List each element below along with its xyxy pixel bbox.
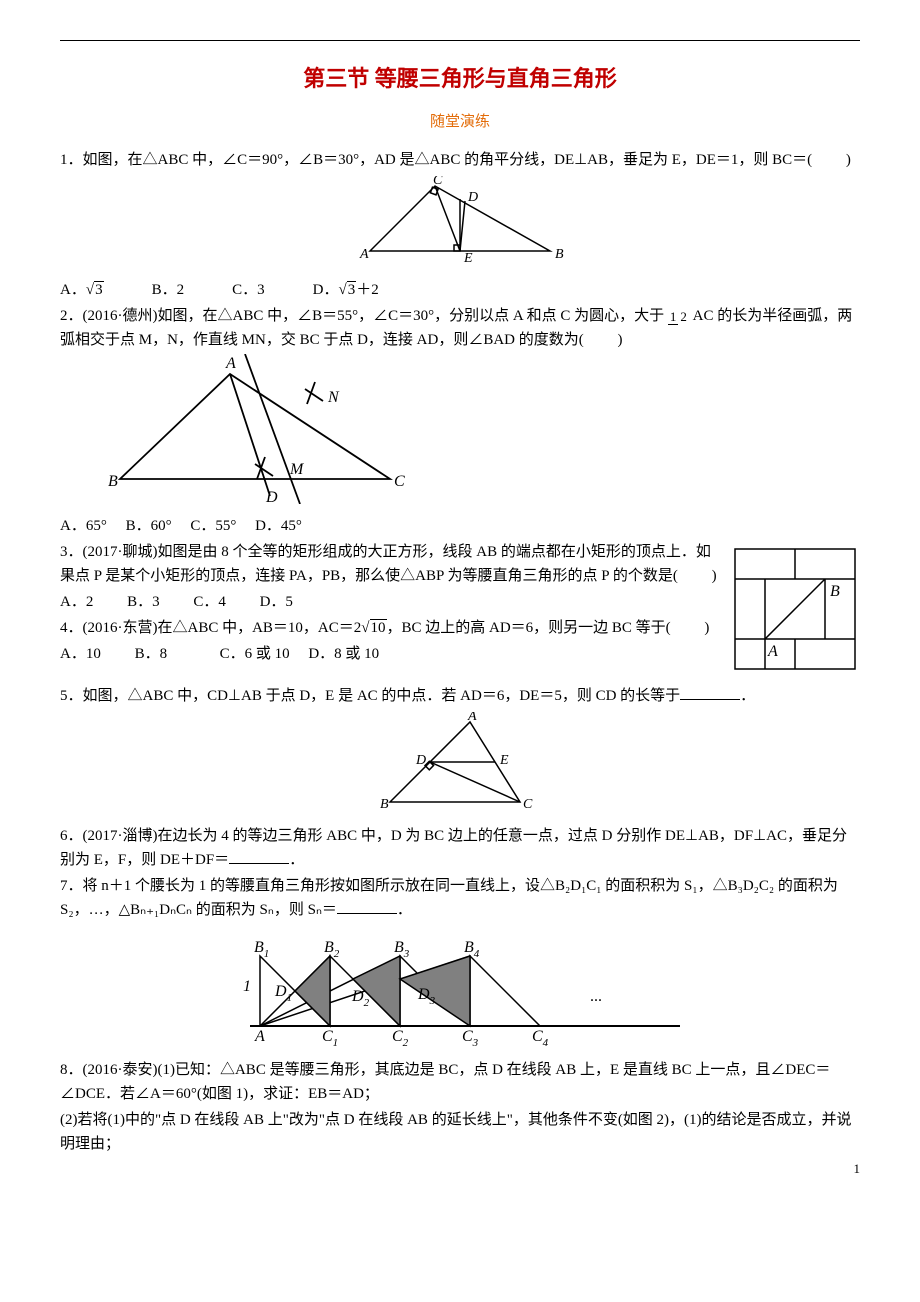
- svg-text:B: B: [555, 247, 564, 262]
- question-2: 2．(2016·德州)如图，在△ABC 中，∠B＝55°，∠C＝30°，分别以点…: [60, 304, 860, 352]
- svg-text:C: C: [523, 797, 533, 812]
- q7-svg: A 1 B1 B2 B3 B4 C1 C2 C3 C4 D1 D2 D3 ...: [220, 926, 700, 1046]
- q2-frac: 12: [668, 310, 689, 324]
- svg-text:C4: C4: [532, 1028, 549, 1046]
- q3-svg: A B: [730, 544, 860, 674]
- svg-text:B: B: [830, 583, 840, 600]
- question-8-part1: 8．(2016·泰安)(1)已知：△ABC 是等腰三角形，其底边是 BC，点 D…: [60, 1058, 860, 1106]
- q8-text1: 8．(2016·泰安)(1)已知：△ABC 是等腰三角形，其底边是 BC，点 D…: [60, 1062, 830, 1102]
- svg-text:D: D: [265, 489, 278, 504]
- svg-text:B: B: [380, 797, 389, 812]
- question-7: 7．将 n＋1 个腰长为 1 的等腰直角三角形按如图所示放在同一直线上，设△B₂…: [60, 874, 860, 922]
- svg-text:A: A: [359, 247, 369, 262]
- section-subtitle: 随堂演练: [60, 110, 860, 134]
- svg-text:N: N: [327, 389, 340, 406]
- page-number: 1: [854, 1159, 861, 1180]
- svg-text:A: A: [225, 355, 236, 372]
- q1-optC: C．3: [232, 278, 265, 302]
- q5-svg: A B C D E: [370, 712, 550, 812]
- header-rule: [60, 40, 860, 41]
- q4-text-b: ，BC 边上的高 AD＝6，则另一边 BC 等于( ): [387, 620, 710, 636]
- q5-figure: A B C D E: [60, 712, 860, 820]
- q7-text: 7．将 n＋1 个腰长为 1 的等腰直角三角形按如图所示放在同一直线上，设△B₂…: [60, 878, 838, 918]
- q1-text: 1．如图，在△ABC 中，∠C＝90°，∠B＝30°，AD 是△ABC 的角平分…: [60, 152, 851, 168]
- question-5: 5．如图，△ABC 中，CD⊥AB 于点 D，E 是 AC 的中点．若 AD＝6…: [60, 684, 860, 708]
- svg-text:A: A: [767, 643, 778, 660]
- q1-options: A．√3 B．2 C．3 D．√3＋2: [60, 278, 860, 302]
- q5-text: 5．如图，△ABC 中，CD⊥AB 于点 D，E 是 AC 的中点．若 AD＝6…: [60, 688, 680, 704]
- svg-text:A: A: [467, 712, 477, 724]
- q3-figure: A B: [730, 544, 860, 682]
- svg-text:C3: C3: [462, 1028, 479, 1046]
- q8-text2: (2)若将(1)中的"点 D 在线段 AB 上"改为"点 D 在线段 AB 的延…: [60, 1112, 852, 1152]
- q1-figure: A B C D E: [60, 176, 860, 274]
- svg-text:E: E: [499, 753, 509, 768]
- question-8-part2: (2)若将(1)中的"点 D 在线段 AB 上"改为"点 D 在线段 AB 的延…: [60, 1108, 860, 1156]
- svg-text:C2: C2: [392, 1028, 409, 1046]
- question-1: 1．如图，在△ABC 中，∠C＝90°，∠B＝30°，AD 是△ABC 的角平分…: [60, 148, 860, 172]
- q3-text: 3．(2017·聊城)如图是由 8 个全等的矩形组成的大正方形，线段 AB 的端…: [60, 544, 717, 584]
- question-6: 6．(2017·淄博)在边长为 4 的等边三角形 ABC 中，D 为 BC 边上…: [60, 824, 860, 872]
- q7-blank: [337, 899, 397, 914]
- q1-optB: B．2: [152, 278, 185, 302]
- svg-text:M: M: [289, 461, 305, 478]
- svg-text:D: D: [415, 753, 426, 768]
- q1-optD: D．√3＋2: [313, 278, 379, 302]
- q1-optA: A．√3: [60, 278, 104, 302]
- q2-text-a: 2．(2016·德州)如图，在△ABC 中，∠B＝55°，∠C＝30°，分别以点…: [60, 308, 664, 324]
- q2-svg: A B C D M N: [100, 354, 420, 504]
- q6-text: 6．(2017·淄博)在边长为 4 的等边三角形 ABC 中，D 为 BC 边上…: [60, 828, 847, 868]
- q5-blank: [680, 685, 740, 700]
- q7-figure: A 1 B1 B2 B3 B4 C1 C2 C3 C4 D1 D2 D3 ...: [60, 926, 860, 1054]
- section-title: 第三节 等腰三角形与直角三角形: [60, 61, 860, 96]
- q1-svg: A B C D E: [340, 176, 580, 266]
- q6-blank: [229, 849, 289, 864]
- svg-text:...: ...: [590, 988, 602, 1005]
- svg-text:A: A: [254, 1028, 265, 1045]
- svg-text:E: E: [463, 251, 473, 266]
- svg-text:C1: C1: [322, 1028, 338, 1046]
- svg-text:D: D: [467, 190, 478, 205]
- svg-text:1: 1: [243, 978, 251, 995]
- q2-figure: A B C D M N: [100, 354, 860, 512]
- q2-options: A．65° B．60° C．55° D．45°: [60, 514, 860, 538]
- svg-text:C: C: [433, 176, 443, 188]
- svg-text:B: B: [108, 473, 118, 490]
- q4-text-a: 4．(2016·东营)在△ABC 中，AB＝10，AC＝2: [60, 620, 361, 636]
- svg-text:C: C: [394, 473, 405, 490]
